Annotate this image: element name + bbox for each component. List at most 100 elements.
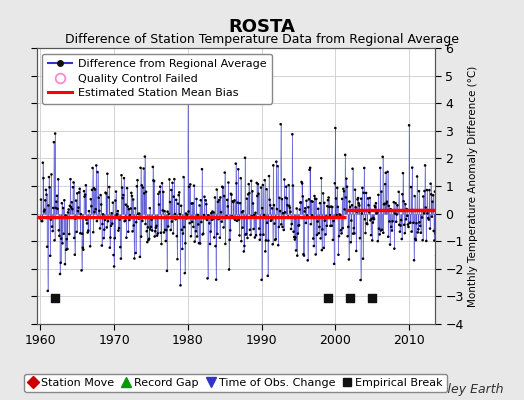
Point	[141, 221, 150, 227]
Point	[86, 196, 95, 202]
Point	[342, 194, 350, 201]
Point	[260, 177, 269, 183]
Point	[225, 237, 234, 243]
Point	[96, 192, 105, 198]
Point	[199, 231, 207, 238]
Point	[61, 212, 70, 219]
Point	[336, 212, 344, 218]
Point	[391, 210, 399, 217]
Point	[127, 190, 136, 196]
Point	[301, 205, 310, 212]
Point	[78, 267, 86, 274]
Point	[68, 206, 77, 212]
Point	[281, 194, 290, 201]
Point	[298, 180, 307, 186]
Point	[74, 208, 82, 214]
Point	[316, 200, 324, 206]
Point	[132, 219, 140, 226]
Point	[314, 230, 323, 236]
Point	[190, 238, 199, 245]
Point	[208, 208, 216, 215]
Point	[383, 198, 391, 205]
Point	[83, 229, 92, 236]
Point	[371, 204, 379, 210]
Point	[152, 223, 161, 229]
Point	[87, 203, 95, 209]
Point	[331, 125, 340, 131]
Point	[412, 237, 420, 243]
Point	[100, 235, 108, 241]
Point	[289, 182, 297, 189]
Point	[366, 195, 374, 201]
Point	[265, 173, 273, 179]
Point	[387, 206, 395, 212]
Point	[245, 181, 253, 187]
Point	[188, 200, 196, 207]
Point	[210, 234, 219, 241]
Point	[419, 237, 427, 244]
Point	[182, 215, 191, 222]
Point	[47, 171, 56, 178]
Point	[130, 255, 138, 262]
Point	[337, 227, 345, 234]
Point	[82, 182, 90, 188]
Point	[199, 230, 208, 237]
Point	[423, 210, 432, 216]
Point	[399, 170, 407, 176]
Point	[428, 198, 436, 205]
Point	[126, 212, 134, 218]
Point	[332, 195, 340, 202]
Point	[283, 202, 292, 208]
Point	[129, 196, 137, 203]
Point	[320, 200, 329, 206]
Point	[95, 208, 104, 214]
Point	[372, 200, 380, 206]
Point	[238, 224, 247, 231]
Point	[84, 228, 93, 234]
Point	[335, 211, 344, 218]
Point	[257, 277, 266, 283]
Point	[111, 197, 119, 204]
Point	[92, 206, 100, 212]
Point	[233, 218, 241, 224]
Point	[98, 221, 106, 227]
Point	[151, 228, 159, 234]
Point	[428, 214, 436, 220]
Point	[240, 243, 248, 249]
Point	[313, 232, 321, 238]
Point	[321, 231, 330, 238]
Point	[413, 229, 422, 236]
Point	[278, 196, 286, 202]
Point	[420, 188, 429, 194]
Point	[264, 273, 272, 279]
Point	[373, 209, 381, 216]
Point	[323, 223, 331, 229]
Point	[179, 230, 187, 237]
Point	[126, 205, 135, 212]
Point	[388, 218, 397, 224]
Point	[270, 220, 279, 227]
Point	[111, 235, 119, 242]
Point	[139, 184, 147, 191]
Point	[244, 191, 252, 198]
Point	[38, 218, 47, 224]
Point	[335, 233, 343, 239]
Point	[348, 166, 357, 172]
Point	[395, 222, 403, 228]
Point	[225, 266, 233, 273]
Point	[39, 160, 47, 166]
Point	[128, 228, 137, 234]
Point	[171, 216, 180, 222]
Point	[353, 208, 361, 215]
Point	[270, 202, 278, 208]
Point	[118, 184, 126, 191]
Point	[160, 208, 169, 214]
Point	[112, 188, 120, 195]
Point	[100, 226, 108, 233]
Point	[415, 188, 423, 194]
Point	[339, 225, 347, 232]
Point	[278, 224, 287, 230]
Point	[64, 206, 73, 213]
Point	[264, 238, 272, 244]
Point	[74, 204, 83, 211]
